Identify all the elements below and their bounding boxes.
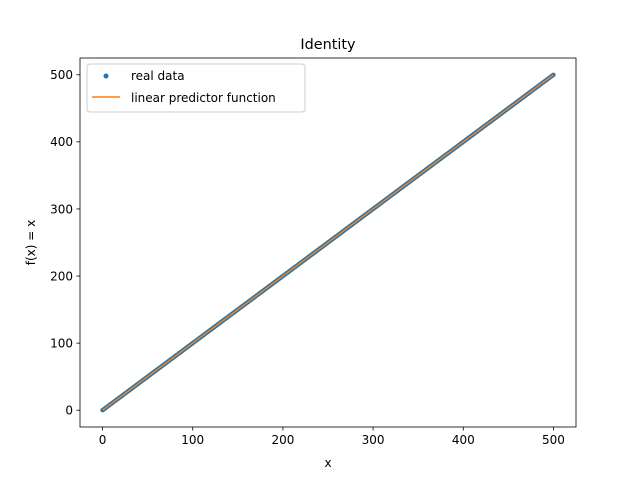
plot-layer: [100, 72, 556, 413]
x-tick-label: 0: [99, 433, 107, 447]
chart-title: Identity: [300, 37, 356, 53]
y-tick-label: 0: [65, 404, 73, 418]
x-tick-label: 200: [271, 433, 294, 447]
axes-frame: [79, 57, 577, 428]
x-tick-label: 400: [452, 433, 475, 447]
x-axis-label: x: [324, 456, 331, 470]
predictor-line: [102, 74, 554, 411]
y-tick-label: 300: [50, 202, 73, 216]
x-tick-label: 500: [542, 433, 565, 447]
y-tick-label: 100: [50, 336, 73, 350]
y-tick-label: 400: [50, 135, 73, 149]
legend: real data linear predictor function: [86, 63, 306, 113]
legend-label-predictor: linear predictor function: [131, 91, 276, 105]
y-tick-label: 500: [50, 68, 73, 82]
legend-box: [86, 63, 306, 113]
legend-label-real-data: real data: [131, 69, 185, 83]
x-tick-label: 300: [362, 433, 385, 447]
tick-layer: 0 100 200 300 400 500 0 100 200 300 400 500: [50, 68, 565, 447]
legend-marker-real-data: [103, 73, 109, 79]
y-axis-label: f(x) = x: [24, 220, 38, 265]
y-tick-label: 200: [50, 269, 73, 283]
x-tick-label: 100: [181, 433, 204, 447]
